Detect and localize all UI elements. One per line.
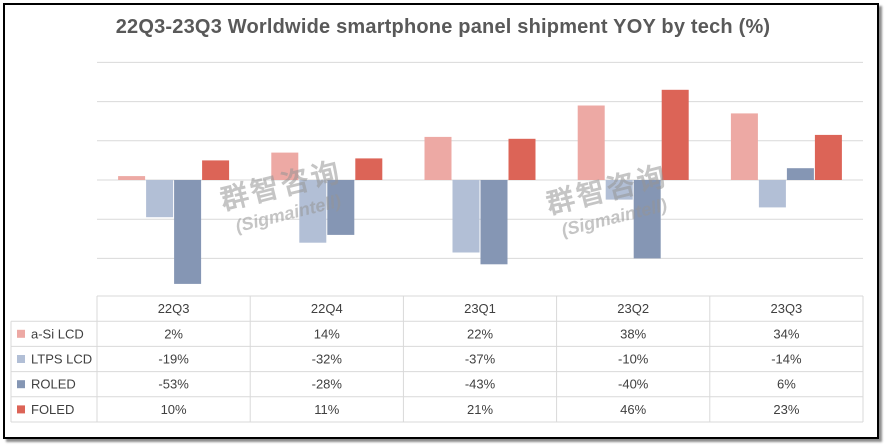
data-label: 22%	[467, 326, 493, 341]
bar	[577, 105, 605, 180]
data-label: 38%	[620, 326, 646, 341]
data-label: 6%	[777, 377, 796, 392]
data-label: 10%	[161, 402, 187, 417]
bar	[758, 180, 786, 208]
legend-swatch	[17, 380, 25, 389]
chart-title: 22Q3-23Q3 Worldwide smartphone panel shi…	[115, 16, 771, 38]
bar	[118, 176, 146, 180]
category-label: 23Q1	[464, 301, 496, 316]
bar	[452, 180, 480, 253]
data-label: -14%	[771, 352, 802, 367]
category-label: 23Q2	[617, 301, 649, 316]
data-label: 21%	[467, 402, 493, 417]
legend-swatch	[17, 355, 25, 363]
data-label: -37%	[465, 352, 496, 367]
data-label: -53%	[158, 377, 189, 392]
bars	[118, 89, 842, 284]
legend-label: ROLED	[31, 377, 76, 392]
data-label: -32%	[312, 352, 343, 367]
bar	[424, 136, 452, 180]
data-label: 23%	[773, 402, 799, 417]
legend-label: LTPS LCD	[31, 352, 92, 367]
bar	[355, 158, 383, 180]
data-label: 11%	[314, 402, 339, 417]
data-label: -19%	[158, 352, 189, 367]
chart-frame	[3, 3, 879, 439]
legend-swatch	[17, 405, 25, 414]
data-label: -28%	[312, 377, 343, 392]
legend-label: FOLED	[31, 402, 74, 417]
bar	[146, 180, 174, 218]
category-label: 23Q3	[770, 301, 802, 316]
data-label: -40%	[618, 377, 649, 392]
bar	[271, 152, 299, 180]
legend-label: a-Si LCD	[31, 326, 84, 341]
bar	[508, 138, 536, 180]
bar	[480, 180, 508, 265]
bar	[174, 180, 202, 284]
bar	[786, 168, 814, 180]
bar	[633, 180, 661, 259]
data-table: 22Q3 22Q4 23Q1 23Q2 23Q3 a-Si LCD 2% 14% 22% 38% 3…	[10, 295, 864, 423]
data-label: 2%	[164, 326, 183, 341]
category-label: 22Q3	[158, 301, 190, 316]
bar	[605, 180, 633, 200]
bar	[661, 89, 689, 180]
bar	[730, 113, 758, 180]
data-label: 34%	[773, 326, 799, 341]
legend-swatch	[17, 329, 25, 338]
bar	[202, 160, 230, 180]
bar	[299, 180, 327, 243]
category-label: 22Q4	[311, 301, 343, 316]
bar	[327, 180, 355, 235]
data-label: 46%	[620, 402, 646, 417]
data-label: 14%	[314, 326, 340, 341]
bar	[814, 134, 842, 180]
data-label: -10%	[618, 352, 649, 367]
data-label: -43%	[465, 377, 496, 392]
